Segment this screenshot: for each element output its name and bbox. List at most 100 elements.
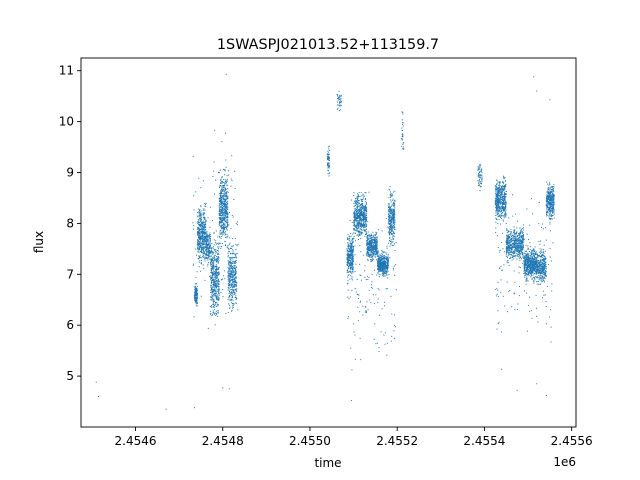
data-point xyxy=(210,263,212,265)
data-point xyxy=(220,191,222,193)
data-point xyxy=(359,234,361,236)
data-point xyxy=(205,254,207,256)
data-point xyxy=(222,201,224,203)
data-point xyxy=(226,212,228,214)
data-point xyxy=(220,203,222,205)
data-point xyxy=(207,256,209,258)
data-point xyxy=(500,186,502,188)
data-point xyxy=(201,232,203,234)
data-point xyxy=(222,213,224,215)
data-point xyxy=(498,187,500,189)
data-point xyxy=(196,228,198,230)
data-point xyxy=(384,271,386,273)
data-point xyxy=(222,214,224,216)
data-point xyxy=(208,246,210,248)
data-point xyxy=(390,232,392,234)
data-point xyxy=(500,194,502,196)
data-point xyxy=(356,223,358,225)
data-point xyxy=(363,212,365,214)
data-point xyxy=(348,271,350,273)
data-point xyxy=(501,212,503,214)
data-point xyxy=(497,196,499,198)
data-point xyxy=(357,294,359,296)
data-point xyxy=(206,242,208,244)
data-point xyxy=(376,242,378,244)
data-point xyxy=(363,226,365,228)
data-point xyxy=(197,223,199,225)
data-point xyxy=(217,269,219,271)
data-point xyxy=(199,225,201,227)
data-point xyxy=(500,196,501,198)
data-point xyxy=(199,234,201,236)
data-point xyxy=(215,291,217,293)
data-point xyxy=(210,283,212,285)
data-point xyxy=(199,215,201,217)
data-point xyxy=(210,290,212,292)
data-point xyxy=(394,337,396,339)
data-point xyxy=(350,244,352,246)
data-point xyxy=(221,208,223,210)
data-point xyxy=(209,246,211,248)
data-point xyxy=(204,235,206,237)
data-point xyxy=(197,231,199,233)
data-point xyxy=(347,289,349,291)
data-point xyxy=(376,255,378,257)
data-point xyxy=(356,209,358,211)
data-point xyxy=(379,270,381,272)
data-point xyxy=(349,257,351,259)
data-point xyxy=(212,290,214,292)
data-point xyxy=(224,196,226,198)
data-point xyxy=(219,204,221,206)
data-point xyxy=(220,182,222,184)
data-point xyxy=(359,301,361,303)
data-point xyxy=(223,201,225,203)
data-point xyxy=(384,262,386,264)
data-point xyxy=(372,235,374,237)
data-point xyxy=(388,210,390,212)
data-point xyxy=(235,272,237,274)
data-point xyxy=(356,278,358,280)
data-point xyxy=(229,257,231,259)
data-point xyxy=(229,256,231,258)
data-point xyxy=(213,282,215,284)
data-point xyxy=(370,245,372,247)
data-point xyxy=(211,258,213,260)
data-point xyxy=(351,260,353,262)
data-point xyxy=(497,208,499,210)
data-point xyxy=(235,302,237,304)
data-point xyxy=(232,287,234,289)
data-point xyxy=(352,250,354,252)
data-point xyxy=(203,224,205,226)
data-point xyxy=(379,265,381,267)
data-point xyxy=(340,95,342,97)
data-point xyxy=(220,179,222,181)
data-point xyxy=(375,249,377,251)
data-point xyxy=(349,252,351,254)
data-point xyxy=(198,240,200,242)
data-point xyxy=(204,279,206,281)
data-point xyxy=(204,257,206,259)
data-point xyxy=(368,252,370,254)
data-point xyxy=(495,192,497,194)
data-point xyxy=(376,342,378,344)
data-point xyxy=(383,266,385,268)
data-point xyxy=(215,273,217,275)
data-point xyxy=(362,220,364,222)
data-point xyxy=(370,236,372,238)
data-point xyxy=(235,267,237,269)
data-point xyxy=(231,307,233,309)
data-point xyxy=(371,287,373,289)
data-point xyxy=(196,300,198,302)
data-point xyxy=(229,276,231,278)
data-point xyxy=(202,227,204,229)
data-point xyxy=(224,192,226,194)
data-point xyxy=(219,186,221,188)
data-point xyxy=(366,248,368,250)
data-point xyxy=(199,208,201,210)
data-point xyxy=(195,296,197,298)
data-point xyxy=(382,266,384,268)
data-point xyxy=(391,225,393,227)
data-point xyxy=(383,271,385,273)
data-point xyxy=(228,250,230,252)
data-point xyxy=(194,291,196,293)
